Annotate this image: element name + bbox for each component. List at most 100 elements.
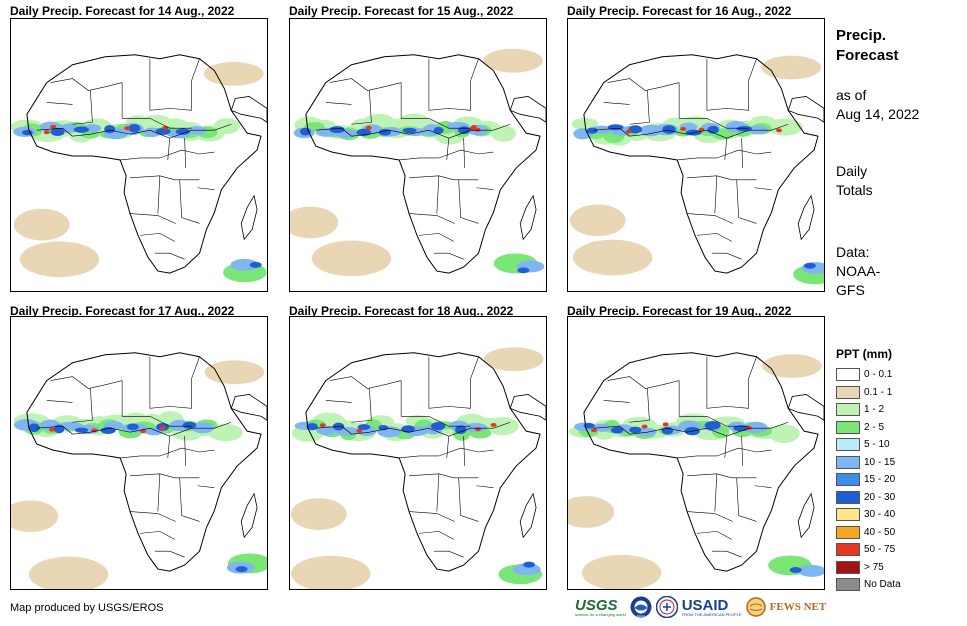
legend-label: No Data: [864, 579, 901, 591]
legend-swatch: [836, 560, 860, 574]
arabia-coastline: [230, 394, 267, 421]
as-of-label: as of: [836, 87, 867, 103]
legend-item: 10 - 15: [836, 454, 901, 472]
legend-swatch: [836, 525, 860, 539]
forecast-map-4: [10, 316, 268, 590]
usgs-tagline: science for a changing world: [575, 611, 626, 617]
legend-item: 30 - 40: [836, 506, 901, 524]
legend-swatch: [836, 455, 860, 469]
forecast-map-2: [289, 18, 547, 292]
madagascar-coastline: [519, 194, 537, 241]
data-source: Data: NOAA- GFS: [836, 243, 956, 300]
panel-title-6: Daily Precip. Forecast for 19 Aug., 2022: [567, 304, 792, 318]
legend: 0 - 0.1 0.1 - 1 1 - 2 2 - 5 5 - 10 10 - …: [836, 366, 901, 594]
legend-item: 20 - 30: [836, 489, 901, 507]
legend-swatch: [836, 490, 860, 504]
legend-swatch: [836, 508, 860, 522]
as-of-date: as of Aug 14, 2022: [836, 86, 956, 124]
panel-title-4: Daily Precip. Forecast for 17 Aug., 2022: [10, 304, 235, 318]
country-borders: [315, 58, 511, 260]
data-source-line2: NOAA-: [836, 263, 881, 279]
usaid-tagline: FROM THE AMERICAN PEOPLE: [681, 611, 742, 617]
data-source-line1: Data:: [836, 244, 870, 260]
country-borders: [315, 356, 511, 558]
panel-title-5: Daily Precip. Forecast for 18 Aug., 2022: [289, 304, 514, 318]
africa-coastline: [583, 352, 819, 572]
partner-logos: USGS science for a changing world NOAA U…: [575, 594, 830, 620]
fews-net-logo: FEWS NET: [769, 601, 827, 613]
legend-label: 0.1 - 1: [864, 386, 893, 398]
arabia-coastline: [509, 394, 546, 421]
arabia-coastline: [787, 96, 824, 123]
legend-title: PPT (mm): [836, 347, 893, 361]
africa-coastline: [26, 352, 262, 572]
country-borders: [593, 356, 789, 558]
legend-item: 0.1 - 1: [836, 384, 901, 402]
panel-title-3: Daily Precip. Forecast for 16 Aug., 2022: [567, 4, 792, 18]
arabia-coastline: [230, 96, 267, 123]
noaa-logo: NOAA: [630, 596, 652, 618]
madagascar-coastline: [519, 492, 537, 539]
legend-item: 50 - 75: [836, 541, 901, 559]
legend-item: 0 - 0.1: [836, 366, 901, 384]
legend-label: 20 - 30: [864, 491, 896, 503]
legend-label: 1 - 2: [864, 404, 885, 416]
usaid-seal-icon: [655, 596, 678, 618]
legend-swatch: [836, 438, 860, 452]
legend-swatch: [836, 368, 860, 382]
legend-item: 15 - 20: [836, 471, 901, 489]
legend-swatch: [836, 543, 860, 557]
legend-item: > 75: [836, 559, 901, 577]
legend-swatch: [836, 420, 860, 434]
legend-swatch: [836, 403, 860, 417]
legend-item: 1 - 2: [836, 401, 901, 419]
legend-item: 2 - 5: [836, 419, 901, 437]
legend-swatch: [836, 385, 860, 399]
usaid-logo: USAID FROM THE AMERICAN PEOPLE: [682, 598, 742, 617]
legend-label: 50 - 75: [864, 544, 896, 556]
legend-swatch: [836, 473, 860, 487]
africa-coastline: [26, 54, 262, 274]
madagascar-coastline: [240, 492, 258, 539]
legend-label: 10 - 15: [864, 456, 896, 468]
map-credit: Map produced by USGS/EROS: [10, 602, 164, 614]
forecast-map-5: [289, 316, 547, 590]
africa-coastline: [583, 54, 819, 274]
country-borders: [593, 58, 789, 260]
side-title: Precip. Forecast: [836, 26, 956, 66]
precip-field: [568, 354, 824, 589]
legend-label: 15 - 20: [864, 474, 896, 486]
forecast-map-6: [567, 316, 825, 590]
arabia-coastline: [509, 96, 546, 123]
daily-totals-label: Daily Totals: [836, 162, 956, 200]
usgs-logo: USGS science for a changing world: [575, 598, 626, 617]
country-borders: [36, 58, 232, 260]
africa-coastline: [305, 352, 541, 572]
daily-totals-line1: Daily: [836, 163, 868, 179]
noaa-logo-text: NOAA: [636, 614, 645, 618]
forecast-map-3: [567, 18, 825, 292]
legend-label: 0 - 0.1: [864, 369, 893, 381]
madagascar-coastline: [797, 492, 815, 539]
panel-title-1: Daily Precip. Forecast for 14 Aug., 2022: [10, 4, 235, 18]
madagascar-coastline: [797, 194, 815, 241]
as-of-value: Aug 14, 2022: [836, 106, 920, 122]
usgs-logo-text: USGS: [575, 596, 618, 614]
usaid-logo-text: USAID: [681, 596, 729, 614]
legend-label: > 75: [864, 561, 884, 573]
madagascar-coastline: [240, 194, 258, 241]
legend-label: 40 - 50: [864, 526, 896, 538]
forecast-map-1: [10, 18, 268, 292]
map-background: [11, 317, 267, 589]
panel-title-2: Daily Precip. Forecast for 15 Aug., 2022: [289, 4, 514, 18]
side-title-line2: Forecast: [836, 47, 899, 64]
legend-label: 2 - 5: [864, 421, 885, 433]
legend-swatch: [836, 578, 860, 592]
legend-item: 5 - 10: [836, 436, 901, 454]
fews-globe-icon: [745, 597, 766, 617]
legend-item: 40 - 50: [836, 524, 901, 542]
africa-coastline: [305, 54, 541, 274]
side-title-line1: Precip.: [836, 27, 887, 44]
precip-field: [290, 48, 545, 277]
legend-label: 5 - 10: [864, 439, 890, 451]
